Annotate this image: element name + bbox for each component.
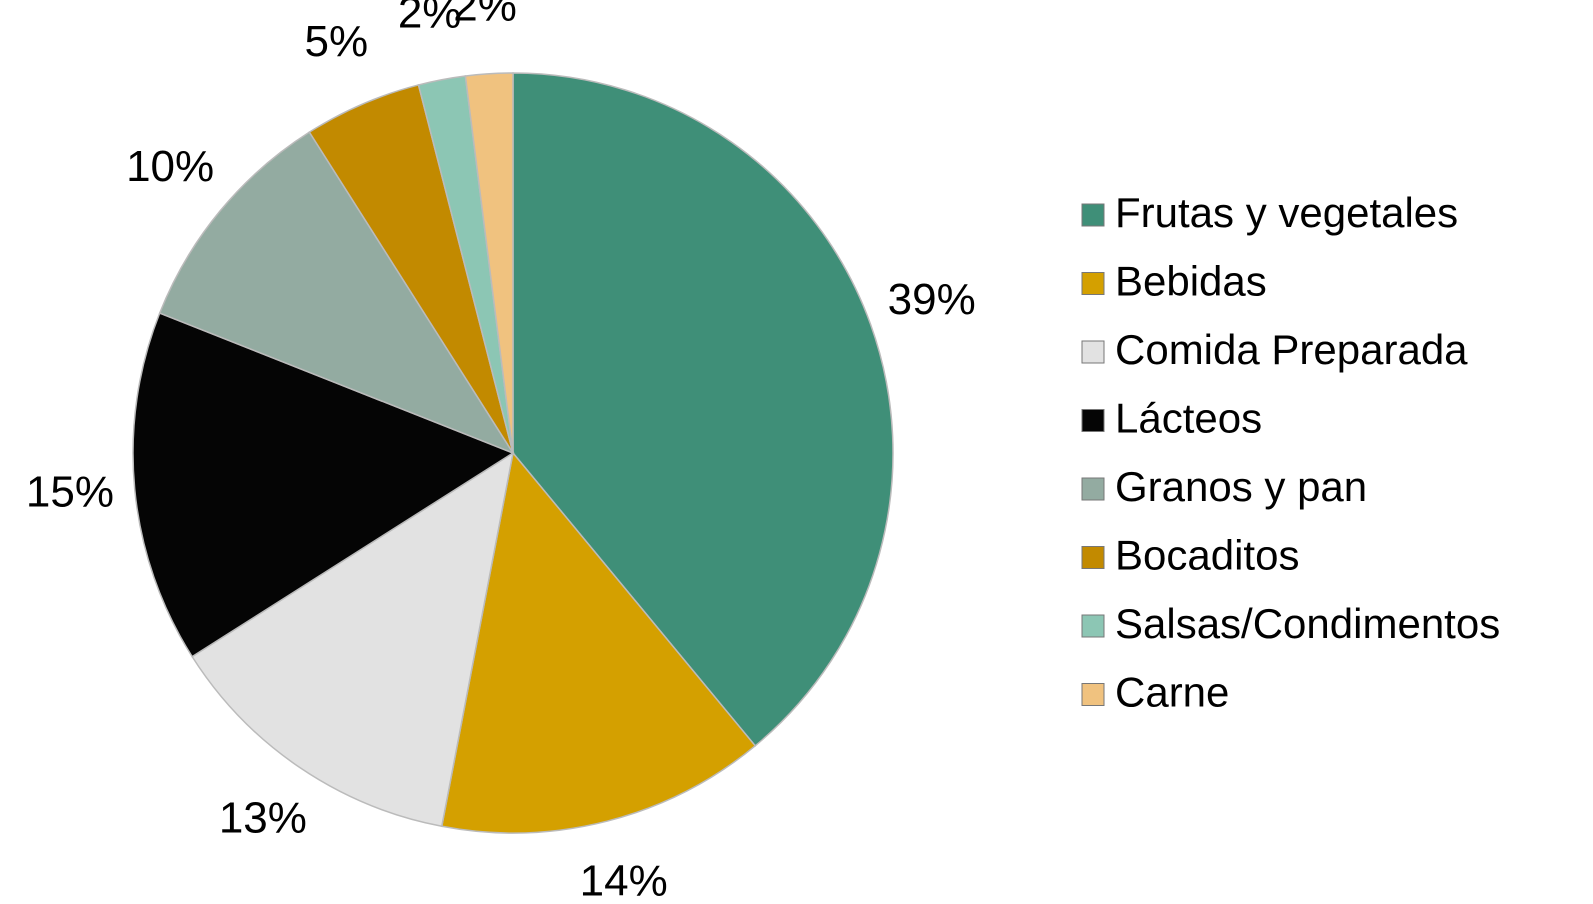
legend-swatch (1081, 272, 1105, 295)
pie-slice (464, 72, 514, 454)
data-label: 15% (26, 468, 114, 517)
pie-slice (512, 72, 894, 747)
data-label: 14% (580, 857, 668, 904)
legend-label: Comida Preparada (1115, 326, 1468, 373)
pie-slice (158, 131, 515, 455)
legend-swatch (1081, 477, 1105, 501)
data-label: 5% (304, 17, 368, 66)
data-label: 13% (219, 794, 307, 843)
legend-label: Bocaditos (1115, 532, 1299, 579)
legend-swatch (1081, 340, 1105, 364)
pie-slice (440, 451, 757, 834)
data-label: 2% (398, 0, 462, 38)
pie-slice (191, 451, 515, 828)
legend-label: Carne (1115, 669, 1229, 716)
legend-swatch (1081, 203, 1105, 227)
legend-label: Bebidas (1115, 258, 1267, 305)
legend-label: Granos y pan (1115, 463, 1367, 510)
data-label: 39% (888, 275, 976, 324)
data-label: 10% (126, 142, 214, 191)
legend-swatch (1081, 683, 1105, 706)
legend-label: Salsas/Condimentos (1115, 600, 1500, 647)
legend-label: Lácteos (1115, 395, 1262, 442)
data-label: 2% (453, 0, 517, 31)
pie-slice (132, 312, 515, 658)
legend-swatch (1081, 546, 1105, 569)
legend-swatch (1081, 614, 1105, 638)
legend-swatch (1081, 409, 1105, 432)
legend-label: Frutas y vegetales (1115, 189, 1458, 236)
